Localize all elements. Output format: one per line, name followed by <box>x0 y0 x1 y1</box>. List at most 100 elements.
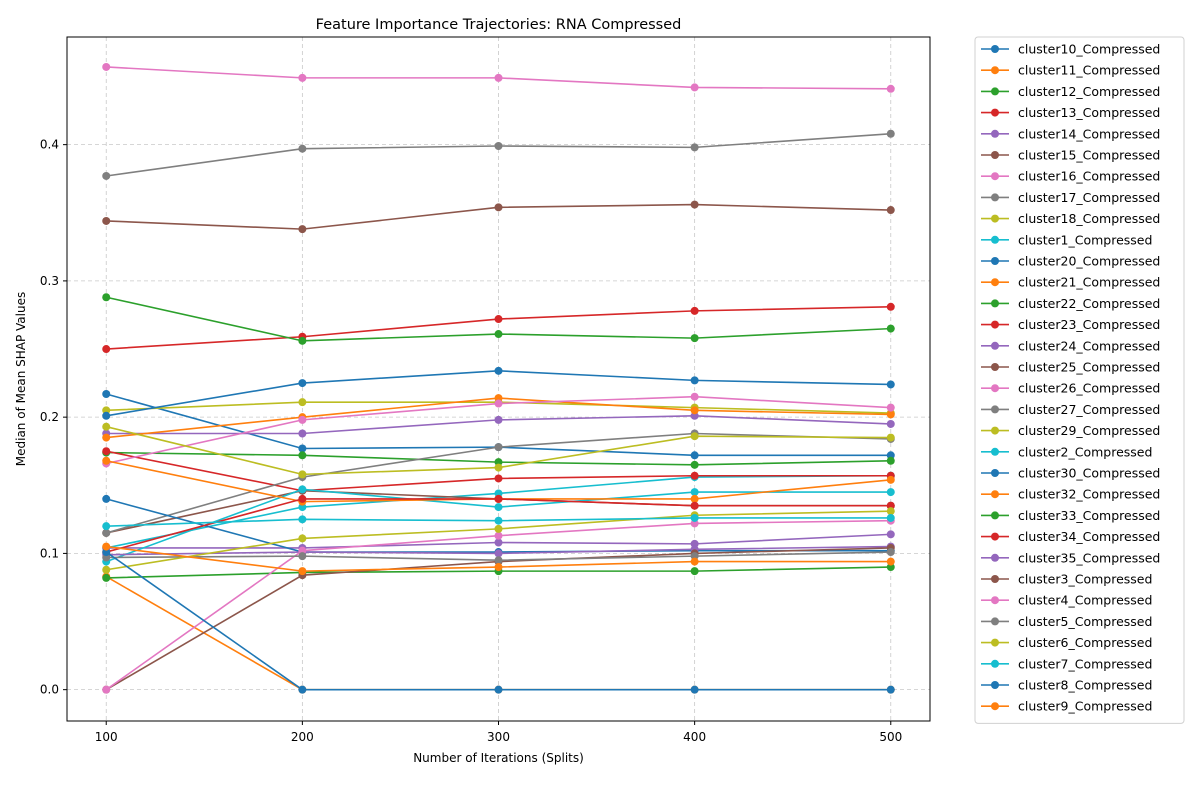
data-point <box>102 171 111 180</box>
legend-label: cluster30_Compressed <box>1018 466 1160 481</box>
legend-label: cluster11_Compressed <box>1018 63 1160 78</box>
data-point <box>886 456 895 465</box>
legend-marker <box>991 638 999 647</box>
legend-label: cluster25_Compressed <box>1018 360 1160 375</box>
legend-marker <box>991 341 999 350</box>
data-point <box>102 447 111 456</box>
data-point <box>298 485 307 494</box>
legend-marker <box>991 426 999 435</box>
data-point <box>690 501 699 510</box>
data-point <box>886 403 895 412</box>
legend-label: cluster21_Compressed <box>1018 275 1160 290</box>
x-tick-label: 200 <box>291 730 314 744</box>
legend-item: cluster21_Compressed <box>981 275 1160 290</box>
x-tick-label: 100 <box>95 730 118 744</box>
legend-item: cluster14_Compressed <box>981 126 1160 141</box>
legend-item: cluster35_Compressed <box>981 550 1160 565</box>
legend-label: cluster1_Compressed <box>1018 232 1152 247</box>
data-point <box>102 411 111 420</box>
legend-item: cluster17_Compressed <box>981 190 1160 205</box>
legend-marker <box>991 405 999 414</box>
legend-marker <box>991 257 999 265</box>
data-point <box>690 143 699 152</box>
data-point <box>298 225 307 234</box>
data-point <box>886 433 895 442</box>
data-point <box>298 515 307 524</box>
data-point <box>690 488 699 497</box>
legend-label: cluster32_Compressed <box>1018 487 1160 502</box>
legend-item: cluster29_Compressed <box>981 423 1160 438</box>
data-point <box>102 685 111 694</box>
series-cluster9_Compressed <box>102 542 895 576</box>
data-point <box>886 129 895 138</box>
legend-marker <box>991 511 999 520</box>
data-point <box>298 451 307 460</box>
legend-marker <box>991 532 999 541</box>
legend-item: cluster24_Compressed <box>981 338 1160 353</box>
data-point <box>690 432 699 441</box>
legend-label: cluster27_Compressed <box>1018 402 1160 417</box>
legend-label: cluster24_Compressed <box>1018 338 1160 353</box>
y-tick-label: 0.2 <box>40 410 59 424</box>
series-cluster29_Compressed <box>102 422 895 479</box>
legend-item: cluster34_Compressed <box>981 529 1160 544</box>
legend-marker <box>991 299 999 308</box>
legend-item: cluster23_Compressed <box>981 317 1160 332</box>
series-cluster8_Compressed <box>102 548 895 694</box>
legend-item: cluster32_Compressed <box>981 487 1160 502</box>
legend-label: cluster3_Compressed <box>1018 572 1152 587</box>
y-tick-label: 0.3 <box>40 274 59 288</box>
legend-marker <box>991 151 999 159</box>
y-tick-label: 0.4 <box>40 138 59 152</box>
legend-item: cluster10_Compressed <box>981 42 1160 57</box>
data-point <box>102 62 111 71</box>
data-point <box>102 216 111 225</box>
data-point <box>690 451 699 460</box>
legend-item: cluster5_Compressed <box>981 614 1152 629</box>
y-tick-label: 0.1 <box>40 546 59 560</box>
data-point <box>886 206 895 215</box>
series-cluster16_Compressed <box>102 62 895 93</box>
legend-marker <box>991 553 999 562</box>
data-point <box>690 494 699 503</box>
legend-marker <box>991 363 999 371</box>
legend-label: cluster35_Compressed <box>1018 550 1160 565</box>
data-point <box>886 530 895 539</box>
data-point <box>494 494 503 503</box>
legend-label: cluster2_Compressed <box>1018 444 1152 459</box>
data-point <box>494 463 503 472</box>
legend-label: cluster14_Compressed <box>1018 126 1160 141</box>
legend-marker <box>991 66 999 75</box>
data-point <box>102 528 111 537</box>
data-point <box>494 443 503 452</box>
legend-item: cluster27_Compressed <box>981 402 1160 417</box>
legend-label: cluster20_Compressed <box>1018 254 1160 269</box>
legend-item: cluster33_Compressed <box>981 508 1160 523</box>
legend-marker <box>991 681 999 689</box>
axis-ticks: 100 200 300 400 500 0.0 0.1 0.2 0.3 0.4 <box>40 138 902 744</box>
data-point <box>494 685 503 694</box>
data-point <box>494 315 503 324</box>
legend-label: cluster12_Compressed <box>1018 84 1160 99</box>
data-point <box>886 302 895 311</box>
legend-label: cluster23_Compressed <box>1018 317 1160 332</box>
data-point <box>886 475 895 484</box>
legend-marker <box>991 384 999 393</box>
legend-item: cluster3_Compressed <box>981 572 1152 587</box>
legend-marker <box>991 278 999 287</box>
data-point <box>102 293 111 302</box>
legend-label: cluster4_Compressed <box>1018 593 1152 608</box>
data-point <box>690 334 699 343</box>
legend-marker <box>991 490 999 499</box>
data-point <box>494 549 503 558</box>
series-cluster26_Compressed <box>102 392 895 468</box>
legend-label: cluster10_Compressed <box>1018 42 1160 57</box>
series-cluster20_Compressed <box>102 366 895 420</box>
x-tick-label: 300 <box>487 730 510 744</box>
data-point <box>102 573 111 582</box>
series-cluster15_Compressed <box>102 200 895 234</box>
data-point <box>102 565 111 574</box>
legend-label: cluster18_Compressed <box>1018 211 1160 226</box>
data-point <box>690 200 699 209</box>
data-point <box>494 366 503 375</box>
